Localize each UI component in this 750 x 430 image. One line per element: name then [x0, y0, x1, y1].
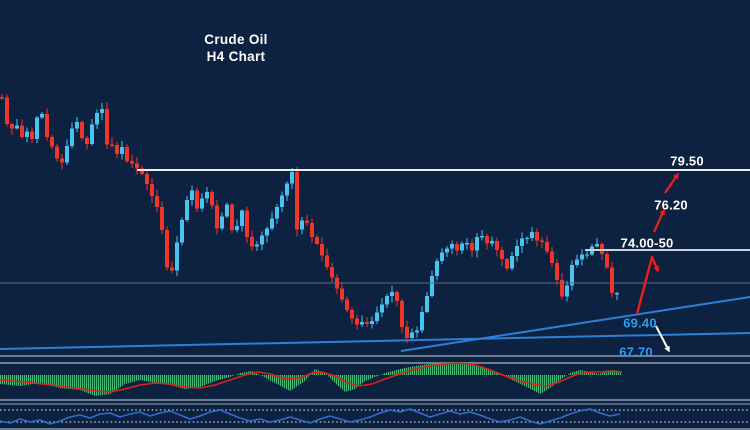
price-label-69-40: 69.40 [623, 315, 657, 331]
price-label-79-50: 79.50 [670, 153, 704, 169]
chart-title: Crude Oil H4 Chart [160, 31, 312, 65]
price-label-74-00-50: 74.00-50 [620, 235, 674, 251]
chart-title-timeframe: H4 Chart [206, 49, 266, 64]
price-label-76-20: 76.20 [654, 197, 688, 213]
chart-title-symbol: Crude Oil [204, 32, 268, 47]
price-label-67-70: 67.70 [619, 344, 653, 360]
